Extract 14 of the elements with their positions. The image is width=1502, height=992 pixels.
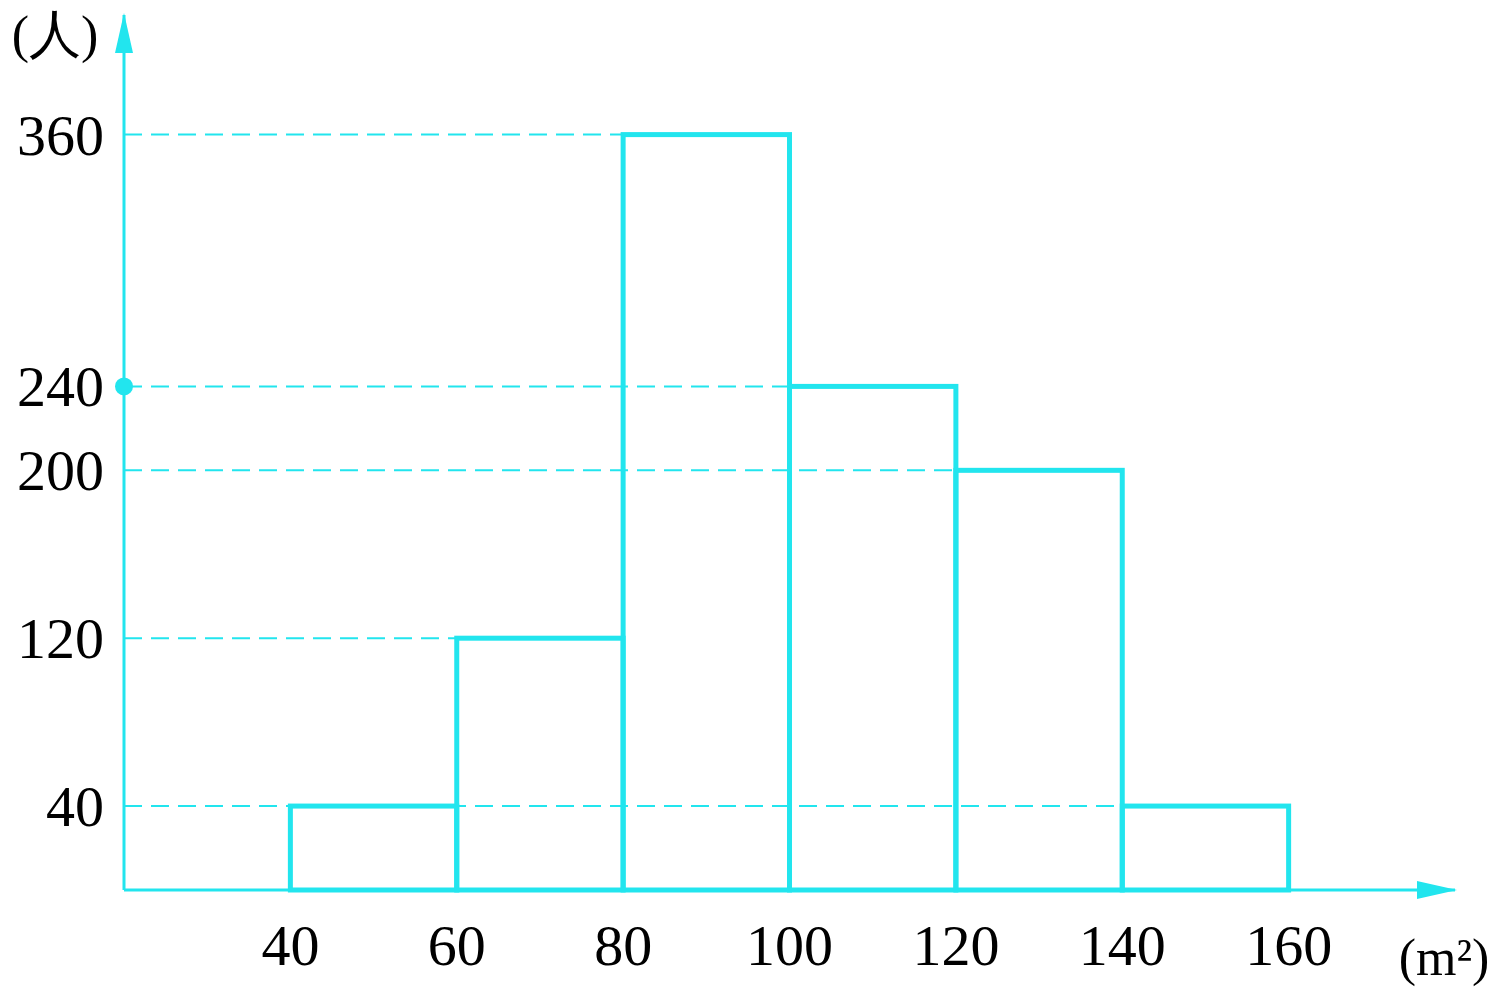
- y-axis-title: (人): [11, 6, 99, 64]
- x-tick-label: 80: [594, 913, 653, 978]
- x-tick-label: 160: [1245, 913, 1333, 978]
- y-tick-label: 200: [17, 438, 104, 504]
- x-tick-label: 60: [427, 913, 486, 978]
- y-tick-label: 360: [17, 102, 104, 168]
- y-tick-label: 240: [17, 354, 104, 420]
- x-tick-label: 140: [1078, 913, 1166, 978]
- x-tick-label: 40: [261, 913, 320, 978]
- x-tick-label: 100: [746, 913, 833, 978]
- y-tick-label: 120: [17, 606, 104, 672]
- x-tick-label: 120: [912, 913, 1000, 978]
- y-tick-label: 40: [46, 774, 104, 840]
- x-axis-title: (m²): [1398, 929, 1490, 987]
